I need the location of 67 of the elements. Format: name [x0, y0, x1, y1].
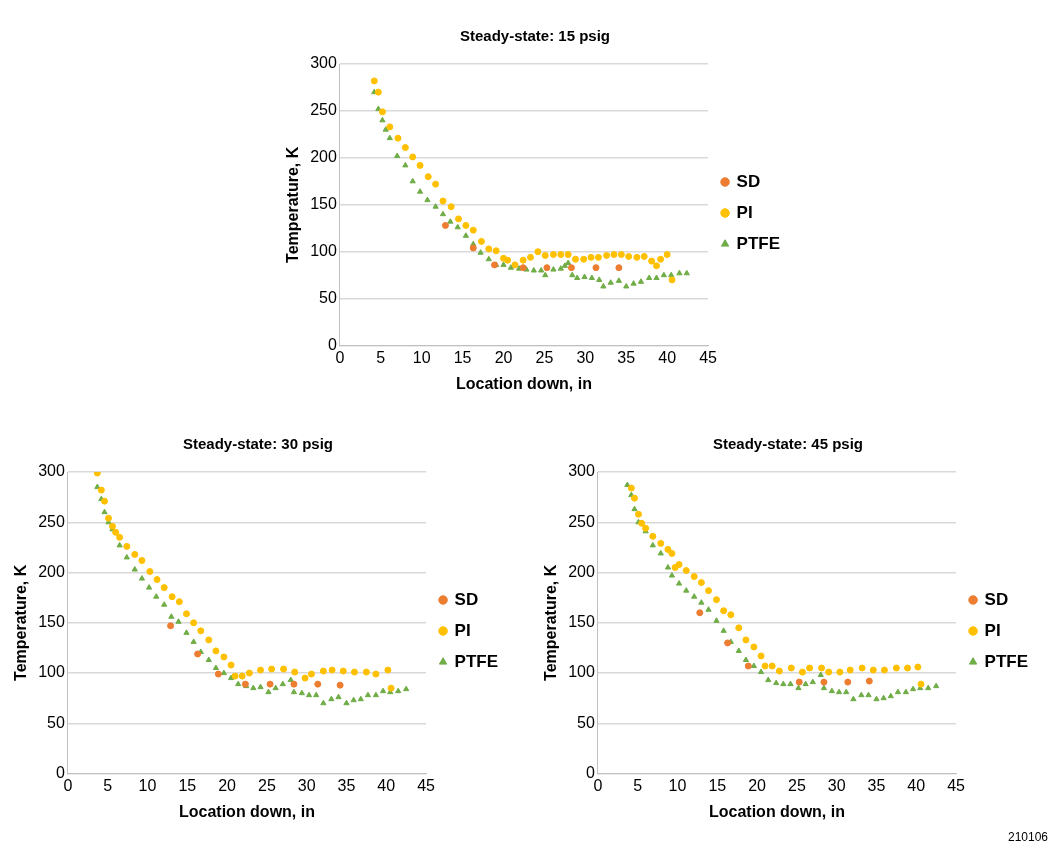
x-tick-label: 40 — [658, 348, 677, 366]
y-axis-title: Temperature, K — [542, 564, 560, 681]
x-tick-label: 20 — [748, 776, 767, 794]
x-axis-title: Location down, in — [455, 374, 592, 392]
x-tick-label: 25 — [787, 776, 806, 794]
legend-label: PI — [984, 620, 1001, 640]
x-tick-label: 10 — [668, 776, 687, 794]
y-tick-label: 50 — [577, 713, 595, 731]
y-tick-label: 0 — [327, 336, 337, 354]
x-axis-title: Location down, in — [178, 802, 315, 820]
chart-title: Steady-state: 45 psig — [712, 435, 864, 453]
chart-title: Steady-state: 30 psig — [182, 435, 334, 453]
y-axis-title: Temperature, K — [284, 146, 302, 263]
x-tick-label: 35 — [617, 348, 636, 366]
y-tick-label: 100 — [38, 663, 65, 681]
y-tick-label: 200 — [310, 148, 337, 166]
x-tick-label: 35 — [867, 776, 886, 794]
x-tick-label: 25 — [535, 348, 554, 366]
y-tick-label: 150 — [310, 195, 337, 213]
x-tick-label: 45 — [417, 776, 436, 794]
y-tick-label: 250 — [568, 512, 595, 530]
x-tick-label: 15 — [453, 348, 472, 366]
y-tick-label: 200 — [568, 562, 595, 580]
legend-label: PI — [454, 620, 471, 640]
legend-label: SD — [454, 589, 479, 609]
y-tick-label: 250 — [38, 512, 65, 530]
legend-label: SD — [984, 589, 1009, 609]
y-tick-label: 100 — [568, 663, 595, 681]
x-tick-label: 25 — [257, 776, 276, 794]
x-tick-label: 30 — [576, 348, 595, 366]
x-tick-label: 30 — [827, 776, 846, 794]
x-tick-label: 15 — [708, 776, 727, 794]
x-tick-label: 35 — [337, 776, 356, 794]
y-axis-title: Temperature, K — [12, 564, 30, 681]
x-tick-label: 40 — [907, 776, 926, 794]
y-tick-label: 100 — [310, 242, 337, 260]
text: 210106 — [1006, 830, 1048, 844]
y-tick-label: 200 — [38, 562, 65, 580]
x-tick-label: 10 — [412, 348, 431, 366]
legend-label: PTFE — [736, 233, 781, 253]
x-tick-label: 5 — [633, 776, 643, 794]
legend-label: SD — [736, 171, 761, 191]
y-tick-label: 0 — [585, 764, 595, 782]
x-tick-label: 40 — [377, 776, 396, 794]
chart-title: Steady-state: 15 psig — [459, 27, 611, 45]
y-tick-label: 150 — [38, 613, 65, 631]
legend-label: PI — [736, 202, 753, 222]
y-tick-label: 0 — [55, 764, 65, 782]
x-axis-title: Location down, in — [708, 802, 845, 820]
x-tick-label: 5 — [376, 348, 386, 366]
x-tick-label: 20 — [494, 348, 513, 366]
y-tick-label: 50 — [319, 289, 337, 307]
x-tick-label: 10 — [138, 776, 157, 794]
y-tick-label: 150 — [568, 613, 595, 631]
x-tick-label: 15 — [178, 776, 197, 794]
x-tick-label: 45 — [947, 776, 966, 794]
legend-label: PTFE — [454, 651, 499, 671]
legend-label: PTFE — [984, 651, 1029, 671]
x-tick-label: 30 — [297, 776, 316, 794]
y-tick-label: 300 — [568, 462, 595, 480]
x-tick-label: 5 — [103, 776, 113, 794]
x-tick-label: 20 — [218, 776, 237, 794]
x-tick-label: 45 — [699, 348, 718, 366]
y-tick-label: 250 — [310, 101, 337, 119]
y-tick-label: 300 — [310, 54, 337, 72]
y-tick-label: 50 — [47, 713, 65, 731]
y-tick-label: 300 — [38, 462, 65, 480]
